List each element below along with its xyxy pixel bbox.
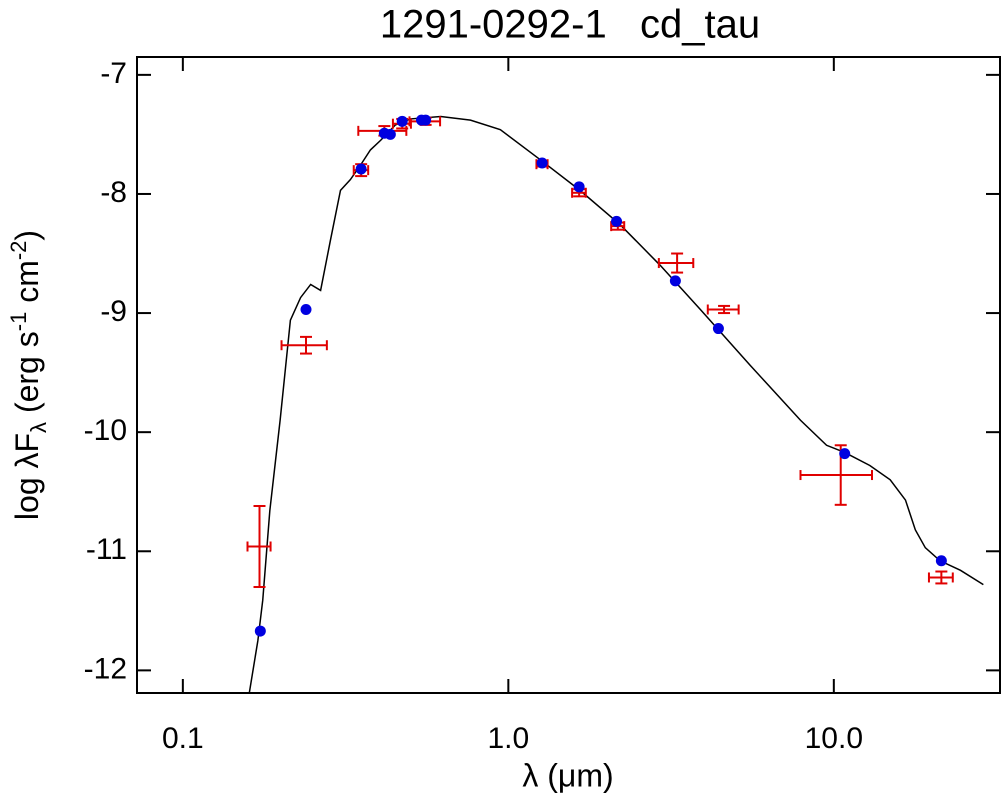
y-tick-label: -12 [84,652,127,685]
synthetic-point [839,448,851,460]
y-label-part: cm [9,260,45,312]
x-axis-label: λ (μm) [522,757,613,793]
plot-frame [136,56,1001,694]
y-label-sup: -2 [6,241,31,261]
y-label-part: (erg s [9,331,45,422]
synthetic-point [573,181,585,193]
synthetic-point [355,163,367,175]
y-label-sub: λ [26,422,51,433]
synthetic-point [536,157,548,169]
synthetic-point [712,323,724,335]
x-tick-label: 10.0 [805,722,863,755]
y-tick-label: -7 [100,57,127,90]
y-tick-label: -9 [100,295,127,328]
synthetic-point [669,275,681,287]
y-axis-label: log λFλ (erg s-1 cm-2) [6,230,51,520]
synthetic-point [384,128,396,140]
y-tick-label: -10 [84,414,127,447]
x-tick-label: 1.0 [487,722,529,755]
synthetic-point [935,555,947,567]
synthetic-point [420,114,432,126]
chart-title: 1291-0292-1 cd_tau [380,3,760,47]
y-tick-label: -11 [86,533,127,566]
y-label-part: ) [9,230,45,241]
plot-area [246,114,984,693]
synthetic-point [396,115,408,127]
y-tick-label: -8 [100,176,127,209]
y-label-part: log λF [9,433,45,520]
synthetic-point [254,625,266,637]
model-spectrum [248,115,984,693]
synthetic-point [611,215,623,227]
x-tick-label: 0.1 [162,722,204,755]
y-label-sup: -1 [6,312,31,332]
synthetic-point [300,303,312,315]
